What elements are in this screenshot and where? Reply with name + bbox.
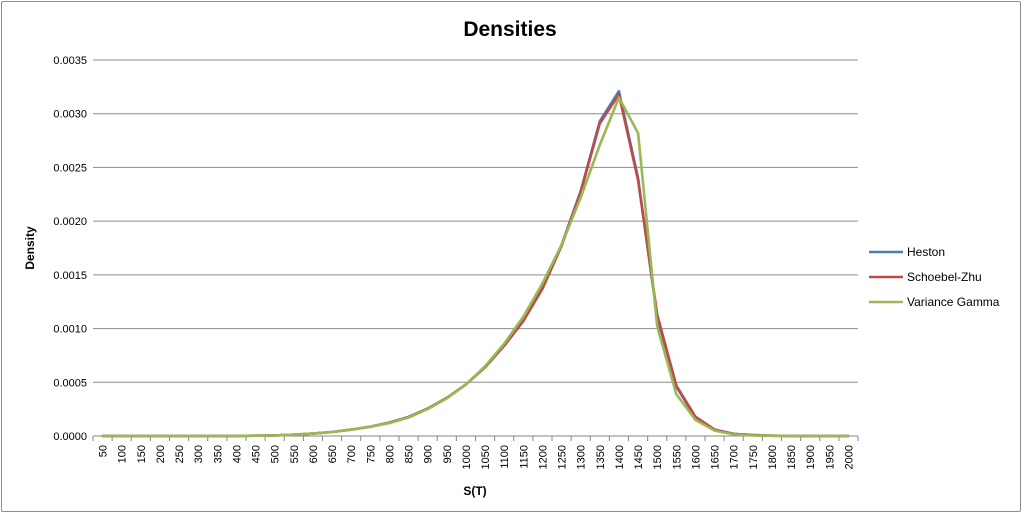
- chart-title: Densities: [463, 18, 556, 41]
- legend-label: Heston: [907, 245, 945, 259]
- x-tick-label: 500: [270, 445, 282, 463]
- y-tick-label: 0.0005: [53, 377, 87, 389]
- y-tick-label: 0.0035: [53, 55, 87, 67]
- series-line-3: [101, 96, 850, 438]
- legend: Heston Schoebel-Zhu Variance Gamma: [869, 245, 1000, 309]
- x-tick-label: 350: [212, 445, 224, 463]
- x-tick-label: 200: [155, 445, 167, 463]
- x-tick-label: 150: [136, 445, 148, 463]
- y-tick-label: 0.0015: [53, 270, 87, 282]
- x-tick-label: 900: [423, 445, 435, 463]
- x-tick-label: 100: [117, 445, 129, 463]
- x-tick-label: 1950: [824, 445, 836, 469]
- x-tick-label: 300: [193, 445, 205, 463]
- x-tick-label: 1350: [595, 445, 607, 469]
- y-axis-title: Density: [23, 226, 37, 270]
- x-tick-label: 1200: [537, 445, 549, 469]
- x-tick-label: 1800: [767, 445, 779, 469]
- series-line-2: [101, 93, 850, 438]
- x-tick-label: 1650: [710, 445, 722, 469]
- x-tick-label: 1450: [633, 445, 645, 469]
- x-tick-label: 600: [308, 445, 320, 463]
- x-tick-label: 1400: [614, 445, 626, 469]
- y-tick-label: 0.0020: [53, 216, 87, 228]
- x-tick-label: 1300: [576, 445, 588, 469]
- x-tick-label: 1700: [729, 445, 741, 469]
- x-tick-label: 800: [384, 445, 396, 463]
- x-tick-label: 1500: [652, 445, 664, 469]
- series-lines: [101, 89, 850, 438]
- x-tick-label: 50: [98, 445, 110, 457]
- x-tick-label: 850: [404, 445, 416, 463]
- x-tick-label: 1250: [557, 445, 569, 469]
- x-tick-label: 400: [231, 445, 243, 463]
- x-tick-label: 650: [327, 445, 339, 463]
- x-tick-label: 1050: [480, 445, 492, 469]
- x-axis-title: S(T): [463, 484, 486, 498]
- y-axis-ticks: 0.0000 0.0005 0.0010 0.0015 0.0020 0.0025 0.00…: [53, 55, 87, 443]
- series-line-1: [101, 89, 850, 438]
- x-tick-label: 1900: [805, 445, 817, 469]
- x-tick-label: 750: [365, 445, 377, 463]
- y-tick-label: 0.0000: [53, 431, 87, 443]
- x-axis-ticks: 50 100 150 200 250 300 350 400 450 500 550 600 650 70…: [92, 436, 859, 469]
- y-tick-label: 0.0025: [53, 162, 87, 174]
- gridlines: [93, 59, 858, 437]
- x-tick-label: 1600: [690, 445, 702, 469]
- x-tick-label: 950: [442, 445, 454, 463]
- legend-label: Schoebel-Zhu: [907, 270, 982, 284]
- x-tick-label: 1150: [518, 445, 530, 469]
- legend-label: Variance Gamma: [907, 295, 1000, 309]
- x-tick-label: 700: [346, 445, 358, 463]
- x-tick-label: 1000: [461, 445, 473, 469]
- y-tick-label: 0.0030: [53, 109, 87, 121]
- x-tick-label: 450: [251, 445, 263, 463]
- x-tick-label: 1850: [786, 445, 798, 469]
- x-tick-label: 2000: [843, 445, 855, 469]
- y-tick-label: 0.0010: [53, 324, 87, 336]
- x-tick-label: 1750: [748, 445, 760, 469]
- x-tick-label: 250: [174, 445, 186, 463]
- x-tick-label: 550: [289, 445, 301, 463]
- x-tick-label: 1100: [499, 445, 511, 469]
- x-tick-label: 1550: [671, 445, 683, 469]
